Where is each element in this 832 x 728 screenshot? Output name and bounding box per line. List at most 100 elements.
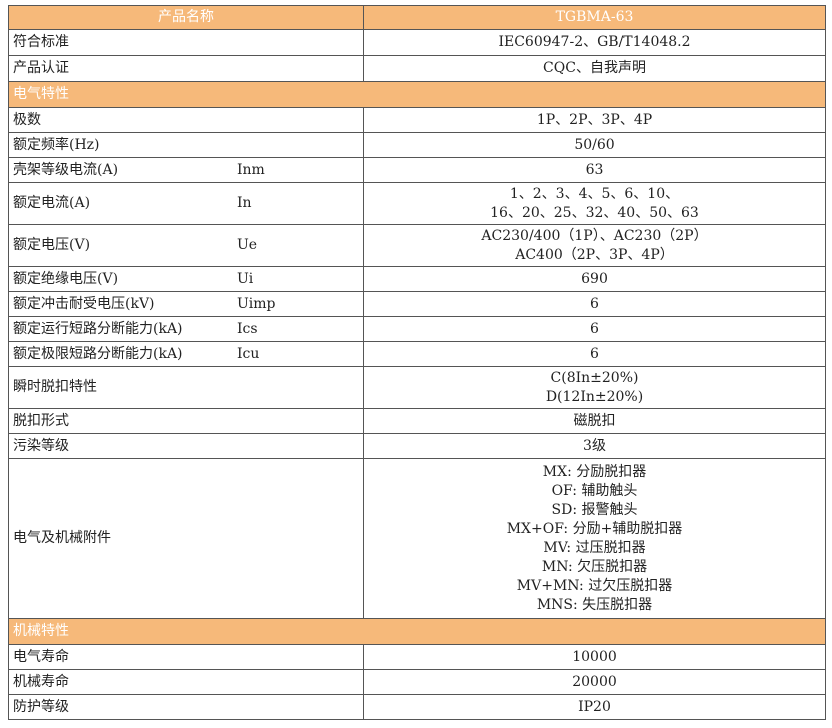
row-label-cell: 电气及机械附件: [8, 458, 364, 619]
row-symbol: Ics: [237, 320, 258, 337]
row-label-cell: 污染等级: [8, 433, 364, 459]
table-row: 额定冲击耐受电压(kV) Uimp 6: [8, 291, 826, 317]
row-label: 额定极限短路分断能力(kA): [13, 345, 183, 362]
row-value: 磁脱扣: [573, 412, 616, 429]
table-row: 电气及机械附件 MX: 分励脱扣器 OF: 辅助触头 SD: 报警触头 MX+OF: 分…: [8, 458, 826, 619]
row-value: MV+MN: 过欠压脱扣器: [516, 577, 673, 594]
row-label-cell: 额定运行短路分断能力(kA) Ics: [8, 316, 364, 342]
row-label-cell: 壳架等级电流(A) Inm: [8, 157, 364, 183]
row-label: 额定电流(A): [13, 195, 91, 211]
row-value: 16、20、25、32、40、50、63: [490, 204, 699, 221]
row-value-cell: 6: [363, 291, 826, 317]
row-value-cell: 1P、2P、3P、4P: [363, 107, 826, 133]
row-value: 20000: [572, 673, 617, 690]
table-row: 额定运行短路分断能力(kA) Ics 6: [8, 316, 826, 342]
table-row: 瞬时脱扣特性 C(8In±20%) D(12In±20%): [8, 366, 826, 409]
row-value: 690: [581, 270, 608, 287]
row-label-cell: 极数: [8, 107, 364, 133]
row-label-cell: 额定冲击耐受电压(kV) Uimp: [8, 291, 364, 317]
row-value: 1P、2P、3P、4P: [536, 111, 653, 128]
row-label-cell: 额定绝缘电压(V) Ui: [8, 266, 364, 292]
row-label: 机械寿命: [13, 673, 69, 690]
table-row: 防护等级 IP20: [8, 694, 826, 720]
row-value-cell: 3级: [363, 433, 826, 459]
row-value: MN: 欠压脱扣器: [541, 558, 648, 575]
table-row: 额定极限短路分断能力(kA) Icu 6: [8, 341, 826, 367]
row-label: 电气寿命: [13, 648, 69, 665]
row-value: MNS: 失压脱扣器: [536, 596, 653, 613]
section-title: 机械特性: [8, 618, 826, 645]
row-label-cell: 电气寿命: [8, 644, 364, 670]
row-label-cell: 额定频率(Hz): [8, 132, 364, 158]
row-value-cell: 6: [363, 316, 826, 342]
row-label: 额定绝缘电压(V): [13, 270, 119, 287]
row-value-cell: 6: [363, 341, 826, 367]
row-symbol: Icu: [237, 345, 260, 362]
table-row: 电气寿命 10000: [8, 644, 826, 670]
row-label: 防护等级: [13, 698, 69, 715]
table-header: 产品名称 TGBMA-63: [8, 5, 826, 30]
row-value-cell: 63: [363, 157, 826, 183]
row-value-cell: 50/60: [363, 132, 826, 158]
row-value: 1、2、3、4、5、6、10、: [509, 185, 680, 202]
table-row: 机械寿命 20000: [8, 669, 826, 695]
row-label: 符合标准: [13, 34, 69, 50]
row-value: 6: [590, 345, 599, 362]
row-value: 10000: [572, 648, 617, 665]
table-row: 极数 1P、2P、3P、4P: [8, 107, 826, 133]
table-row: 额定绝缘电压(V) Ui 690: [8, 266, 826, 292]
row-value: AC400（2P、3P、4P）: [515, 246, 674, 263]
row-value-cell: 690: [363, 266, 826, 292]
row-value: IP20: [578, 698, 611, 715]
row-value: SD: 报警触头: [551, 501, 638, 518]
row-value-cell: 10000: [363, 644, 826, 670]
row-label: 污染等级: [13, 437, 69, 454]
row-value: CQC、自我声明: [543, 60, 646, 76]
row-label: 额定运行短路分断能力(kA): [13, 320, 183, 337]
header-model: TGBMA-63: [363, 5, 826, 30]
section-electrical: 电气特性: [8, 81, 826, 108]
row-value-cell: IP20: [363, 694, 826, 720]
table-row: 额定频率(Hz) 50/60: [8, 132, 826, 158]
row-value-cell: CQC、自我声明: [363, 55, 826, 82]
section-mechanical: 机械特性: [8, 618, 826, 645]
row-value: D(12In±20%): [545, 388, 644, 405]
header-name-label: 产品名称: [8, 5, 364, 30]
row-value-cell: 20000: [363, 669, 826, 695]
row-value: OF: 辅助触头: [551, 482, 638, 499]
row-value: 3级: [583, 437, 606, 454]
row-value: IEC60947-2、GB/T14048.2: [498, 34, 691, 50]
row-label-cell: 符合标准: [8, 29, 364, 56]
row-value: 6: [590, 320, 599, 337]
row-value: AC230/400（1P）、AC230（2P）: [481, 227, 708, 244]
row-label: 脱扣形式: [13, 412, 69, 429]
row-symbol: Inm: [237, 161, 265, 178]
table-row: 壳架等级电流(A) Inm 63: [8, 157, 826, 183]
row-label-cell: 脱扣形式: [8, 408, 364, 434]
row-value-cell: C(8In±20%) D(12In±20%): [363, 366, 826, 409]
spec-table: 产品名称 TGBMA-63 符合标准 IEC60947-2、GB/T14048.2 产品…: [8, 5, 826, 720]
row-label: 产品认证: [13, 60, 69, 76]
row-value: 63: [585, 161, 604, 178]
row-value-cell: 1、2、3、4、5、6、10、 16、20、25、32、40、50、63: [363, 182, 826, 225]
row-value: C(8In±20%): [550, 369, 639, 386]
row-value-cell: IEC60947-2、GB/T14048.2: [363, 29, 826, 56]
row-value: MX: 分励脱扣器: [542, 463, 647, 480]
row-symbol: Ue: [237, 237, 258, 253]
row-label: 额定频率(Hz): [13, 136, 100, 153]
row-label-cell: 机械寿命: [8, 669, 364, 695]
row-label-cell: 瞬时脱扣特性: [8, 366, 364, 409]
row-symbol: In: [237, 195, 252, 211]
row-label: 瞬时脱扣特性: [13, 379, 97, 395]
table-row: 脱扣形式 磁脱扣: [8, 408, 826, 434]
row-label: 额定电压(V): [13, 237, 91, 253]
row-label: 电气及机械附件: [13, 530, 111, 546]
table-row: 污染等级 3级: [8, 433, 826, 459]
row-value: 50/60: [574, 136, 615, 153]
row-label-cell: 额定电压(V) Ue: [8, 224, 364, 267]
row-value: 6: [590, 295, 599, 312]
row-label: 极数: [13, 111, 41, 128]
section-title: 电气特性: [8, 81, 826, 108]
row-value: MX+OF: 分励+辅助脱扣器: [506, 520, 683, 537]
row-symbol: Uimp: [237, 295, 276, 312]
